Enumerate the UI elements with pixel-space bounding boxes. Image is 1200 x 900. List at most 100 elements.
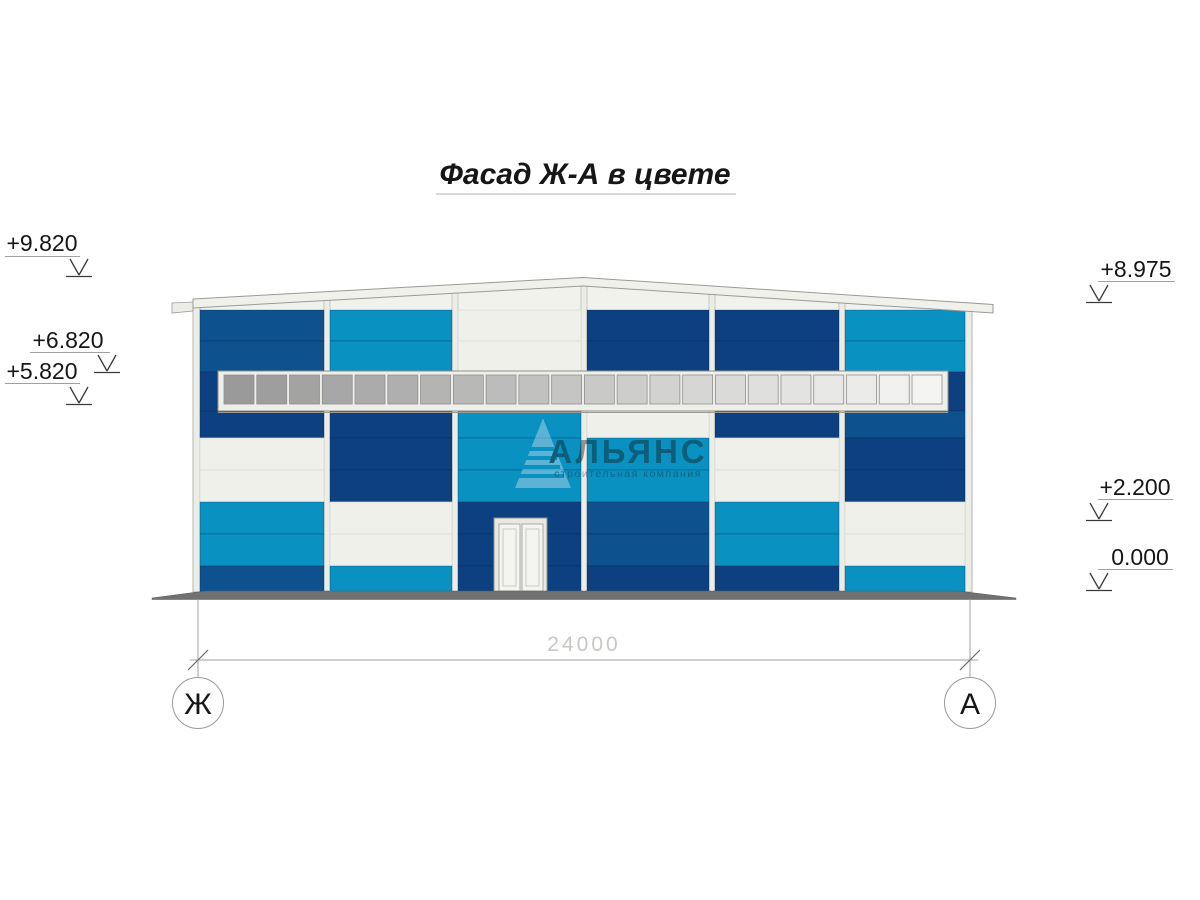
window-pane <box>616 374 648 405</box>
gable-wall <box>193 277 968 311</box>
building-elevation <box>171 276 994 594</box>
facade-panel <box>457 309 582 342</box>
facade-panel <box>844 437 966 471</box>
axis-circle-left <box>172 677 224 729</box>
facade-panel <box>457 340 582 373</box>
window-pane <box>518 374 550 405</box>
facade-panel <box>714 469 840 503</box>
window-pane <box>649 374 681 405</box>
facade-panel <box>714 533 840 567</box>
gutter-left <box>171 301 194 314</box>
page-title: Фасад Ж-А в цвете <box>439 158 730 191</box>
facade-panel <box>844 340 966 373</box>
facade-panel <box>714 437 840 471</box>
facade-panel <box>586 501 710 535</box>
entrance-door <box>493 517 548 594</box>
facade-panel <box>714 309 840 342</box>
window-pane <box>387 374 419 405</box>
facade-panel <box>844 565 966 594</box>
facade-panel <box>586 309 710 342</box>
window-pane <box>878 374 910 405</box>
facade-panel <box>329 501 453 535</box>
elevation-mark-5820: +5.820 <box>5 358 92 406</box>
elevation-marks: +9.820 +6.820 +5.820 +8.975 +2.200 0.000 <box>5 230 1175 592</box>
window-pane <box>321 374 353 405</box>
facade-panel <box>714 340 840 373</box>
axis-label-left: Ж <box>184 688 212 721</box>
facade-panel <box>586 533 710 567</box>
facade-panel <box>844 469 966 503</box>
window-pane <box>551 374 583 405</box>
axis-label-right: А <box>960 688 980 721</box>
facade-panel <box>199 410 325 439</box>
facade-panel <box>457 410 582 439</box>
facade-panel <box>329 410 453 439</box>
facade-panel <box>844 533 966 567</box>
window-pane <box>452 374 484 405</box>
svg-text:+2.200: +2.200 <box>1100 474 1171 500</box>
window-pane <box>813 374 845 405</box>
watermark-logo: АЛЬЯНС строительная компания <box>515 418 707 488</box>
dimension-24000: 24000 <box>187 599 981 678</box>
svg-text:+9.820: +9.820 <box>7 230 78 256</box>
pyramid-icon <box>515 418 571 488</box>
facade-panel <box>844 501 966 535</box>
facade-panel <box>329 309 453 342</box>
watermark-tagline: строительная компания <box>554 468 702 480</box>
roof-fascia <box>192 276 994 314</box>
elevation-mark-9820: +9.820 <box>5 230 92 278</box>
facade-panel <box>586 469 710 503</box>
watermark-name: АЛЬЯНС <box>548 433 707 470</box>
facade-panel <box>199 340 325 373</box>
elevation-mark-0000: 0.000 <box>1086 544 1173 592</box>
elevation-mark-8975: +8.975 <box>1086 256 1175 304</box>
facade-panel <box>199 501 325 535</box>
svg-text:+6.820: +6.820 <box>33 327 104 353</box>
window-panes <box>223 374 943 405</box>
svg-text:+8.975: +8.975 <box>1101 256 1172 282</box>
facade-panel <box>329 437 453 471</box>
svg-text:+5.820: +5.820 <box>7 358 78 384</box>
facade-panel <box>199 309 325 342</box>
axis-markers: Ж А <box>172 677 996 729</box>
window-pane <box>289 374 320 405</box>
window-pane <box>485 374 517 405</box>
facade-panel <box>329 469 453 503</box>
facade-panel <box>199 533 325 567</box>
elevation-mark-6820: +6.820 <box>30 327 120 374</box>
facade-panel <box>457 469 582 503</box>
facade-panel <box>844 309 966 342</box>
facade-panel <box>714 565 840 594</box>
facade-panel <box>586 437 710 471</box>
facade-panel <box>714 501 840 535</box>
window-pane <box>780 374 812 405</box>
facade-panel <box>329 565 453 594</box>
facade-panel <box>199 565 325 594</box>
window-pane <box>846 374 877 405</box>
window-pane <box>715 374 746 405</box>
facade-panel <box>714 410 840 439</box>
facade-panel <box>329 533 453 567</box>
svg-text:0.000: 0.000 <box>1111 544 1169 570</box>
window-pane <box>420 374 451 405</box>
dim-tick-left <box>187 649 209 671</box>
dimension-value: 24000 <box>547 633 620 656</box>
ground-line <box>151 590 1017 600</box>
window-pane <box>682 374 714 405</box>
elevation-mark-2200: +2.200 <box>1086 474 1173 522</box>
window-pane <box>911 374 943 405</box>
facade-panel <box>586 340 710 373</box>
window-pane <box>747 374 779 405</box>
window-pane <box>354 374 386 405</box>
facade-panel <box>199 437 325 471</box>
facade-panel <box>586 565 710 594</box>
ribbon-window-band <box>217 370 949 413</box>
window-pane <box>223 374 255 405</box>
facade-panel <box>844 410 966 439</box>
facade-panel <box>329 340 453 373</box>
facade-panel <box>199 469 325 503</box>
axis-circle-right <box>944 677 996 729</box>
window-pane <box>584 374 615 405</box>
